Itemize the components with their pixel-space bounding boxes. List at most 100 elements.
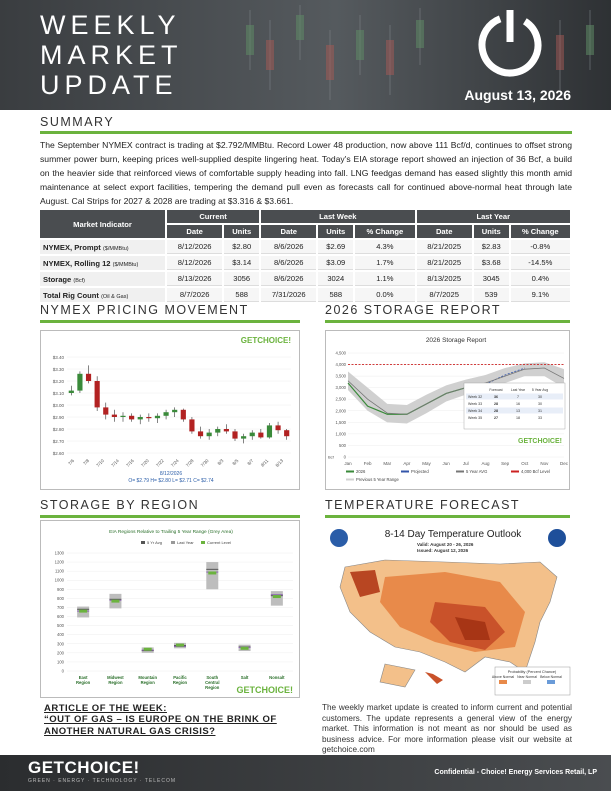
inset-value: 28	[494, 409, 498, 413]
map-valid: Valid: August 20 - 26, 2026	[417, 542, 474, 547]
footer-logo: GETCHOICE!	[28, 758, 140, 777]
current-marker	[208, 571, 217, 575]
table-cell: 9.1%	[510, 288, 570, 302]
footer: GETCHOICE! GREEN · ENERGY · TECHNOLOGY ·…	[0, 755, 611, 791]
table-cell: 0.0%	[355, 288, 415, 302]
row-name: NYMEX, Prompt	[43, 242, 101, 252]
x-tick-label: 8/13	[275, 458, 285, 468]
inset-value: 30	[538, 395, 542, 399]
x-tick-label: 7/14	[110, 458, 120, 468]
storage-chart: 2026 Storage Report 0 500 1,000 1,500 2,000 2,…	[325, 330, 570, 490]
table-cell: 8/12/2026	[167, 240, 223, 254]
y-tick-label: 700	[57, 605, 65, 610]
divider	[40, 320, 300, 323]
row-name-cell: NYMEX, Prompt ($/MMBtu)	[40, 240, 165, 254]
y-tick-label: 1100	[55, 569, 65, 574]
row-name: NYMEX, Rolling 12	[43, 258, 111, 268]
disclaimer: The weekly market update is created to i…	[322, 703, 572, 754]
table-cell: $2.80	[224, 240, 260, 254]
inset-header: Forecast	[489, 388, 502, 392]
divider	[325, 320, 570, 323]
x-tick-label: Feb	[364, 461, 372, 466]
y-tick-label: 4,000	[336, 362, 347, 367]
table-cell: 588	[318, 288, 354, 302]
candle-body	[206, 432, 212, 437]
table-cell: $2.83	[473, 240, 509, 254]
map-issued: Issued: August 12, 2026	[417, 548, 469, 553]
table-cell: 7/31/2026	[261, 288, 317, 302]
candle-body	[137, 417, 143, 420]
table-cell: $2.69	[318, 240, 354, 254]
table-group: Current	[167, 210, 260, 223]
x-tick-label: Apr	[403, 461, 411, 466]
inset-value: 31	[538, 409, 542, 413]
y-tick-label: 2,500	[336, 397, 347, 402]
table-row: Total Rig Count (Oil & Gas) 8/7/2026 588 7/…	[40, 288, 570, 302]
y-tick-label: 0	[62, 669, 65, 674]
table-subheader: % Change	[355, 225, 415, 238]
current-marker	[143, 647, 152, 651]
table-row: NYMEX, Rolling 12 ($/MMBtu) 8/12/2026 $3.1…	[40, 256, 570, 270]
table-group: Last Week	[261, 210, 415, 223]
candle-body	[189, 419, 195, 432]
y-tick-label: $3.40	[53, 355, 65, 360]
legend-label: Projected	[411, 469, 429, 474]
range-area	[348, 362, 564, 424]
inset-value: 36	[494, 395, 498, 399]
legend-label: 5 Yr Avg	[147, 540, 162, 545]
x-tick-label: 7/20	[140, 458, 150, 468]
x-tick-label: Jun	[443, 461, 451, 466]
table-cell: 1.1%	[355, 272, 415, 286]
section-heading: 2026 STORAGE REPORT	[325, 303, 502, 317]
x-tick-label: 8/11	[260, 458, 270, 468]
y-tick-label: 300	[57, 641, 65, 646]
table-cell: 588	[224, 288, 260, 302]
y-unit: Bcf	[328, 455, 335, 460]
inset-row	[466, 414, 563, 421]
candle-body	[146, 417, 152, 419]
x-tick-label: Salt	[241, 675, 249, 680]
inset-value: 18	[516, 416, 520, 420]
row-name-cell: Total Rig Count (Oil & Gas)	[40, 288, 165, 302]
row-unit: ($/MMBtu)	[102, 245, 129, 252]
table-row: NYMEX, Prompt ($/MMBtu) 8/12/2026 $2.80 8/6…	[40, 240, 570, 254]
candle-body	[85, 373, 92, 381]
y-tick-label: $3.20	[53, 379, 65, 384]
candle-body	[266, 425, 273, 438]
x-tick-label: 8/7	[246, 458, 254, 466]
candle-body	[163, 412, 169, 416]
y-tick-label: 1000	[55, 578, 65, 583]
candle-body	[223, 429, 229, 432]
current-marker	[176, 643, 184, 647]
x-tick-label: 8/3	[217, 458, 225, 466]
market-table: Market Indicator Current Last Week Last …	[38, 208, 572, 304]
x-tick-label: 7/30	[200, 458, 210, 468]
inset-header: Last Year	[511, 388, 526, 392]
candle-body	[111, 414, 117, 417]
table-subheader: Units	[473, 225, 509, 238]
section-heading: TEMPERATURE FORECAST	[325, 498, 521, 512]
header-decoration	[246, 5, 594, 100]
x-tick-label: Nov	[540, 461, 549, 466]
candle-body	[232, 431, 238, 439]
candle-body	[249, 432, 255, 437]
table-subheader: Date	[416, 225, 472, 238]
section-heading: NYMEX PRICING MOVEMENT	[40, 303, 249, 317]
row-name: Total Rig Count	[43, 290, 99, 300]
y-tick-label: 3,000	[336, 385, 347, 390]
row-name-cell: NYMEX, Rolling 12 ($/MMBtu)	[40, 256, 165, 270]
current-marker	[240, 646, 249, 650]
title-line: WEEKLY	[40, 10, 181, 40]
region-chart: EIA Regions Relative to Trailing 5 Year …	[40, 520, 300, 698]
legend-label: 5 Year AVG	[466, 469, 487, 474]
x-tick-label: 7/28	[185, 458, 195, 468]
article-link[interactable]: “OUT OF GAS – IS EUROPE ON THE BRINK OF …	[44, 714, 277, 737]
y-tick-label: 500	[57, 623, 65, 628]
table-cell: 8/21/2025	[416, 256, 472, 270]
y-tick-label: 900	[57, 587, 65, 592]
table-subheader: % Change	[510, 225, 570, 238]
x-tick-label: Mountain Region	[138, 675, 157, 685]
row-unit: (Bcf)	[73, 277, 86, 284]
x-tick-label: Nonsalt	[269, 675, 285, 680]
y-tick-label: 600	[57, 614, 65, 619]
